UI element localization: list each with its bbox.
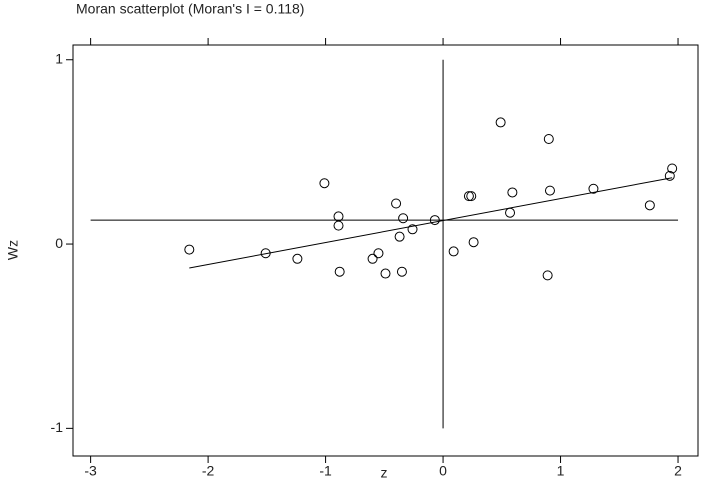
point (463, 191, 474, 202)
x-axis-label: z (381, 465, 388, 481)
x-tick-label: -3 (84, 463, 97, 479)
x-tick-label: 1 (557, 463, 565, 479)
point (495, 117, 506, 128)
point (334, 266, 345, 277)
point (543, 133, 554, 144)
point (544, 185, 555, 196)
y-tick-label: 1 (55, 50, 63, 66)
point (396, 266, 407, 277)
point (260, 248, 271, 259)
y-axis-label: Wz (5, 240, 21, 260)
point (380, 268, 391, 279)
x-tick-label: -2 (202, 463, 215, 479)
point (319, 178, 330, 189)
x-tick-label: 2 (674, 463, 682, 479)
point (466, 191, 477, 202)
chart-title: Moran scatterplot (Moran's I = 0.118) (76, 1, 304, 17)
point (542, 270, 553, 281)
point (398, 213, 409, 224)
point (667, 163, 678, 174)
point (505, 207, 516, 218)
point (333, 220, 344, 231)
x-tick-label: -1 (319, 463, 332, 479)
point (367, 253, 378, 264)
x-tick-label: 0 (439, 463, 447, 479)
point (373, 248, 384, 259)
point (184, 244, 195, 255)
point (588, 183, 599, 194)
point (333, 211, 344, 222)
point (394, 231, 405, 242)
point (644, 200, 655, 211)
point (292, 253, 303, 264)
point (429, 215, 440, 226)
plot-frame (72, 44, 699, 457)
y-tick-label: 0 (55, 235, 63, 251)
point (391, 198, 402, 209)
point (468, 237, 479, 248)
y-tick-label: -1 (51, 419, 64, 435)
point (507, 187, 518, 198)
point (664, 170, 675, 181)
point (448, 246, 459, 257)
point (407, 224, 418, 235)
